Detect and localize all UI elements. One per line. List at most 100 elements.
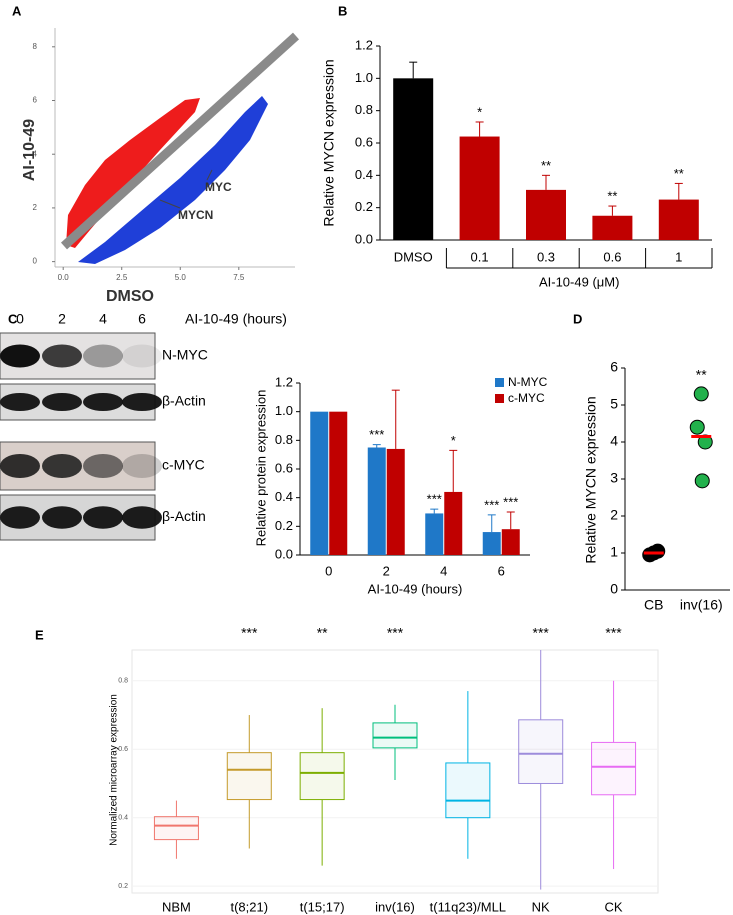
x-tick-label: 7.5 [233,273,245,282]
point [689,419,705,435]
x-tick-label: DMSO [394,249,433,264]
annotation-leader [159,199,181,209]
y-tick-label: 3 [610,470,618,486]
y-tick-label: 0.0 [275,546,293,561]
panel-letter: A [12,3,22,18]
x-tick-label: 6 [498,563,505,578]
blot-band [122,506,162,529]
y-tick-label: 6 [33,96,38,105]
significance: *** [241,625,258,641]
lane-label: 6 [138,311,146,327]
annotation-leader [206,169,213,181]
y-tick-label: 2 [610,507,618,523]
x-tick-label: t(11q23)/MLL [430,899,506,914]
significance: *** [484,497,499,512]
significance: *** [605,625,622,641]
blot-band [122,393,162,411]
x-tick-label: t(15;17) [300,899,345,914]
x-axis-label: DMSO [106,288,154,305]
x-tick-label: 4 [440,563,447,578]
bar [501,529,520,555]
lane-label: 2 [58,311,66,327]
x-tick-label: 0.6 [603,249,621,264]
blot-band [83,393,123,411]
x-tick-label: 2 [383,563,390,578]
gray-band [60,32,300,250]
significance: ** [696,367,707,383]
significance: ** [674,166,684,181]
panel-letter: E [35,627,44,642]
y-tick-label: 0 [610,581,618,597]
significance: ** [541,158,551,173]
y-tick-label: 0.2 [118,883,128,890]
y-tick-label: 0.8 [118,678,128,685]
blot-band [42,393,82,411]
significance: * [477,104,482,119]
y-axis-label: Normalized microarray expression [109,694,120,846]
bar [459,136,500,240]
blot-band [0,344,40,368]
blot-band [0,454,40,478]
significance: ** [317,625,328,641]
y-tick-label: 1.0 [355,70,373,85]
box [518,719,564,784]
box [299,752,345,801]
plot-frame [131,649,659,894]
y-tick-label: 0.2 [355,199,373,214]
row-label: c-MYC [162,457,205,473]
y-tick-label: 0.6 [355,134,373,149]
blot-band [83,454,123,478]
y-axis-label: Relative MYCN expression [583,396,599,563]
box [591,741,637,796]
box [153,816,199,841]
y-axis-label: Relative protein expression [253,390,268,547]
significance: *** [427,492,442,507]
group-label: AI-10-49 (μM) [539,274,619,289]
blue-cloud [78,96,268,264]
x-tick-label: 0.0 [58,273,70,282]
x-tick-label: inv(16) [375,899,415,914]
bar [658,199,699,240]
y-tick-label: 2 [33,203,38,212]
y-tick-label: 0.8 [275,432,293,447]
y-tick-label: 0.8 [355,102,373,117]
point [693,386,709,402]
bar [386,448,405,555]
y-tick-label: 0.6 [118,746,128,753]
blot-band [83,344,123,368]
bar [482,532,501,555]
row-label: β-Actin [162,508,206,524]
significance: ** [607,188,617,203]
significance: *** [369,427,384,442]
y-tick-label: 0.2 [275,518,293,533]
annotation: MYCN [178,208,213,222]
y-tick-label: 0.4 [118,815,128,822]
y-tick-label: 8 [33,42,38,51]
blot-band [0,506,40,529]
lane-label: 4 [99,311,107,327]
bar [329,411,348,555]
y-tick-label: 0.6 [275,460,293,475]
y-tick-label: 0.0 [355,231,373,246]
y-tick-label: 4 [33,149,38,158]
panel-letter: D [573,311,582,326]
time-label: AI-10-49 (hours) [185,311,287,327]
y-tick-label: 1.0 [275,403,293,418]
y-tick-label: 0 [33,257,38,266]
blot-band [42,344,82,368]
panel-letter: B [338,3,347,18]
y-tick-label: 0.4 [355,167,373,182]
x-tick-label: NBM [162,899,191,914]
bar [393,78,434,240]
y-tick-label: 1.2 [275,374,293,389]
legend-label: c-MYC [508,391,545,405]
blot-band [0,393,40,411]
lane-label: 0 [16,311,24,327]
annotation: MYC [205,180,232,194]
bar [367,447,386,555]
y-tick-label: 0.4 [275,489,293,504]
y-tick-label: 1.2 [355,37,373,52]
x-tick-label: 0 [325,563,332,578]
y-tick-label: 5 [610,396,618,412]
